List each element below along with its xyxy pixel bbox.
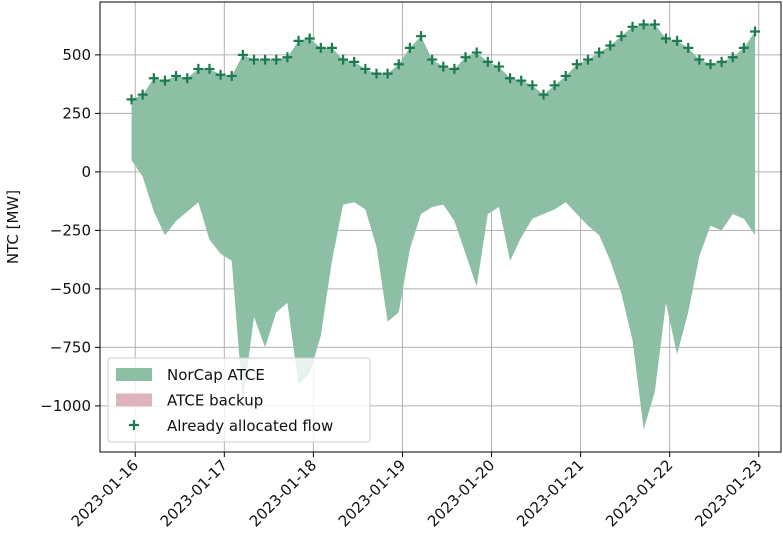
scatter-point <box>493 61 504 72</box>
legend-box <box>107 357 371 443</box>
legend-label: ATCE backup <box>167 392 263 410</box>
legend-patch <box>116 393 152 407</box>
scatter-point <box>182 73 193 84</box>
y-tick-label: 250 <box>62 104 91 122</box>
scatter-point <box>326 42 337 53</box>
x-tick-label: 2023-01-18 <box>246 456 320 530</box>
scatter-point <box>438 61 449 72</box>
area <box>131 24 756 430</box>
scatter-point <box>705 59 716 70</box>
scatter-point <box>638 19 649 30</box>
scatter-point <box>349 56 360 67</box>
scatter-point <box>360 63 371 74</box>
scatter-point <box>672 35 683 46</box>
scatter-point <box>171 70 182 81</box>
scatter-point <box>215 69 226 80</box>
scatter-point <box>516 75 527 86</box>
scatter-point <box>583 54 594 65</box>
y-tick-label: −250 <box>50 221 91 239</box>
scatter-point <box>716 56 727 67</box>
scatter-point <box>649 19 660 30</box>
legend-patch <box>116 368 152 381</box>
scatter-point <box>282 52 293 63</box>
scatter-point <box>660 33 671 44</box>
scatter-point <box>449 63 460 74</box>
x-tick-label: 2023-01-23 <box>691 456 765 530</box>
scatter-point <box>193 63 204 74</box>
y-tick-label: −1000 <box>40 397 91 415</box>
scatter-point <box>460 52 471 63</box>
x-tick-label: 2023-01-20 <box>424 456 498 530</box>
scatter-point <box>393 59 404 70</box>
scatter-point <box>694 54 705 65</box>
x-tick-label: 2023-01-21 <box>513 456 587 530</box>
scatter-point <box>148 73 159 84</box>
legend-marker <box>129 420 139 430</box>
scatter-point <box>204 63 215 74</box>
scatter-point <box>605 40 616 51</box>
scatter-point <box>571 59 582 70</box>
scatter-point <box>404 42 415 53</box>
scatter-point <box>616 31 627 42</box>
scatter-point <box>271 54 282 65</box>
scatter-point <box>416 31 427 42</box>
legend-label: Already allocated flow <box>167 417 333 435</box>
scatter-point <box>738 42 749 53</box>
scatter-point <box>594 47 605 58</box>
y-axis-label: NTC [MW] <box>4 190 22 264</box>
scatter-point <box>304 33 315 44</box>
scatter-point <box>260 54 271 65</box>
plot-frame <box>99 1 782 453</box>
x-tick-label: 2023-01-19 <box>335 456 409 530</box>
scatter-point <box>293 35 304 46</box>
legend-label: NorCap ATCE <box>167 366 265 384</box>
x-tick-label: 2023-01-16 <box>68 456 142 530</box>
scatter-point <box>505 73 516 84</box>
y-tick-label: −500 <box>50 280 91 298</box>
scatter-point <box>482 56 493 67</box>
scatter-point <box>137 89 148 100</box>
scatter-point <box>159 75 170 86</box>
scatter-point <box>249 54 260 65</box>
y-tick-label: 0 <box>81 163 91 181</box>
scatter-point <box>727 52 738 63</box>
x-tick-label: 2023-01-17 <box>157 456 231 530</box>
scatter-point <box>338 54 349 65</box>
scatter-point <box>126 94 137 105</box>
scatter-point <box>750 26 761 37</box>
legend: NorCap ATCE ATCE backup Already allocated … <box>107 357 371 443</box>
scatter-point <box>683 42 694 53</box>
scatter-point <box>427 54 438 65</box>
scatter-point <box>471 47 482 58</box>
scatter-point <box>382 68 393 79</box>
scatter-point <box>371 68 382 79</box>
x-tick-label: 2023-01-22 <box>602 456 676 530</box>
scatter-point <box>315 42 326 53</box>
scatter-point <box>527 80 538 91</box>
scatter-point <box>627 21 638 32</box>
scatter-point <box>237 49 248 60</box>
y-tick-label: −750 <box>50 338 91 356</box>
scatter-point <box>560 70 571 81</box>
scatter-point <box>549 80 560 91</box>
scatter-point <box>538 89 549 100</box>
scatter-point <box>226 70 237 81</box>
y-tick-label: 500 <box>62 46 91 64</box>
